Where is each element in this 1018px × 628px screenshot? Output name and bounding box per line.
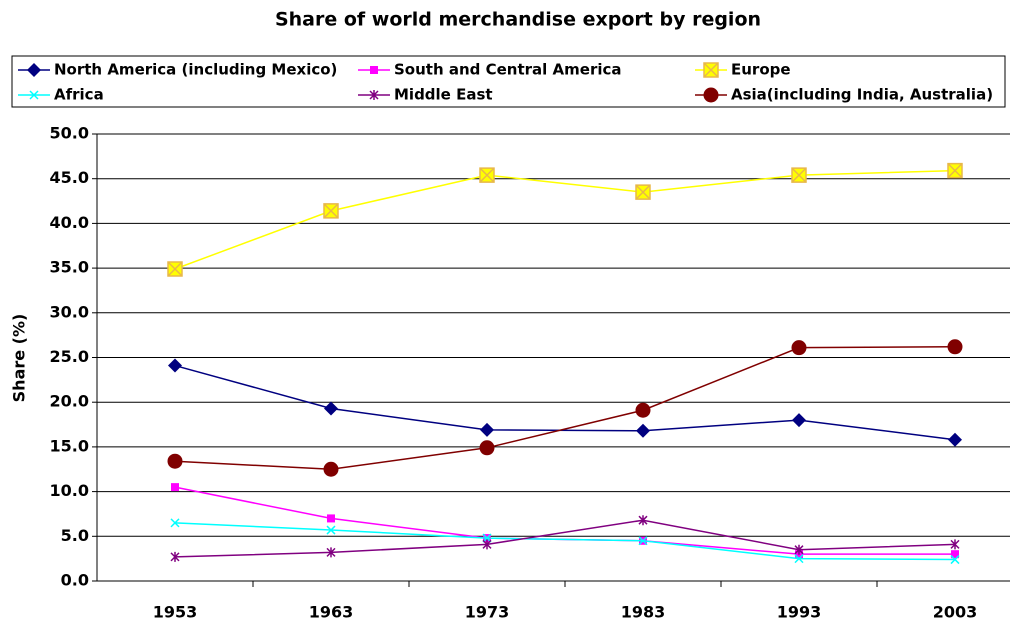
data-point [636, 423, 650, 438]
data-point [950, 539, 960, 550]
y-tick-label: 5.0 [61, 526, 89, 545]
data-point [326, 525, 336, 535]
x-tick-label: 1953 [153, 603, 198, 622]
data-point [794, 554, 804, 564]
data-point [170, 551, 180, 562]
legend-marker [369, 90, 379, 100]
chart-title: Share of world merchandise export by reg… [275, 9, 761, 31]
data-point [480, 422, 494, 437]
data-point [638, 536, 648, 546]
legend-marker [27, 63, 41, 77]
data-point [791, 340, 807, 356]
data-point [170, 518, 180, 528]
legend-marker [703, 87, 719, 103]
data-point [167, 261, 183, 277]
legend-marker [703, 62, 719, 78]
data-point [479, 167, 495, 183]
legend-label: South and Central America [394, 61, 622, 79]
legend-box [11, 55, 1006, 108]
data-point [635, 402, 651, 418]
data-point [323, 203, 339, 219]
y-tick-label: 40.0 [50, 213, 89, 232]
series-line [174, 522, 956, 561]
series-line [174, 364, 956, 441]
data-point [479, 440, 495, 456]
data-point [168, 358, 182, 373]
y-tick-label: 25.0 [50, 347, 89, 366]
y-tick-label: 0.0 [61, 571, 89, 590]
data-point [638, 515, 648, 526]
x-tick-label: 1973 [465, 603, 510, 622]
y-tick-label: 20.0 [50, 392, 89, 411]
data-point [951, 550, 959, 559]
y-tick-label: 45.0 [50, 168, 89, 187]
y-tick-label: 50.0 [50, 124, 89, 143]
legend-label: Middle East [394, 86, 493, 104]
data-point [791, 167, 807, 183]
legend-label: Asia(including India, Australia) [731, 86, 993, 104]
data-point [948, 432, 962, 447]
data-point [947, 162, 963, 179]
data-point [482, 539, 492, 550]
legend-marker [370, 66, 378, 74]
series-line [174, 486, 955, 555]
data-point [171, 483, 179, 492]
y-axis-title: Share (%) [10, 314, 29, 403]
data-point [635, 184, 651, 200]
y-tick-label: 30.0 [50, 302, 89, 321]
data-point [792, 413, 806, 428]
legend-label: North America (including Mexico) [54, 61, 337, 79]
legend-label: Africa [54, 86, 104, 104]
x-tick-label: 1983 [621, 603, 666, 622]
data-point [327, 514, 335, 523]
x-tick-label: 1963 [309, 603, 354, 622]
y-tick-label: 35.0 [50, 258, 89, 277]
y-tick-label: 15.0 [50, 436, 89, 455]
data-point [167, 453, 183, 469]
series-line [174, 346, 956, 471]
series-line [174, 169, 956, 270]
data-point [323, 461, 339, 477]
data-point [947, 339, 963, 355]
data-point [794, 544, 804, 555]
x-tick-label: 1993 [777, 603, 822, 622]
data-point [324, 401, 338, 416]
series-line [174, 519, 956, 558]
x-tick-label: 2003 [933, 603, 978, 622]
legend-marker [29, 90, 39, 100]
data-point [950, 555, 960, 565]
y-tick-label: 10.0 [50, 481, 89, 500]
legend-label: Europe [731, 61, 791, 79]
data-point [326, 547, 336, 558]
